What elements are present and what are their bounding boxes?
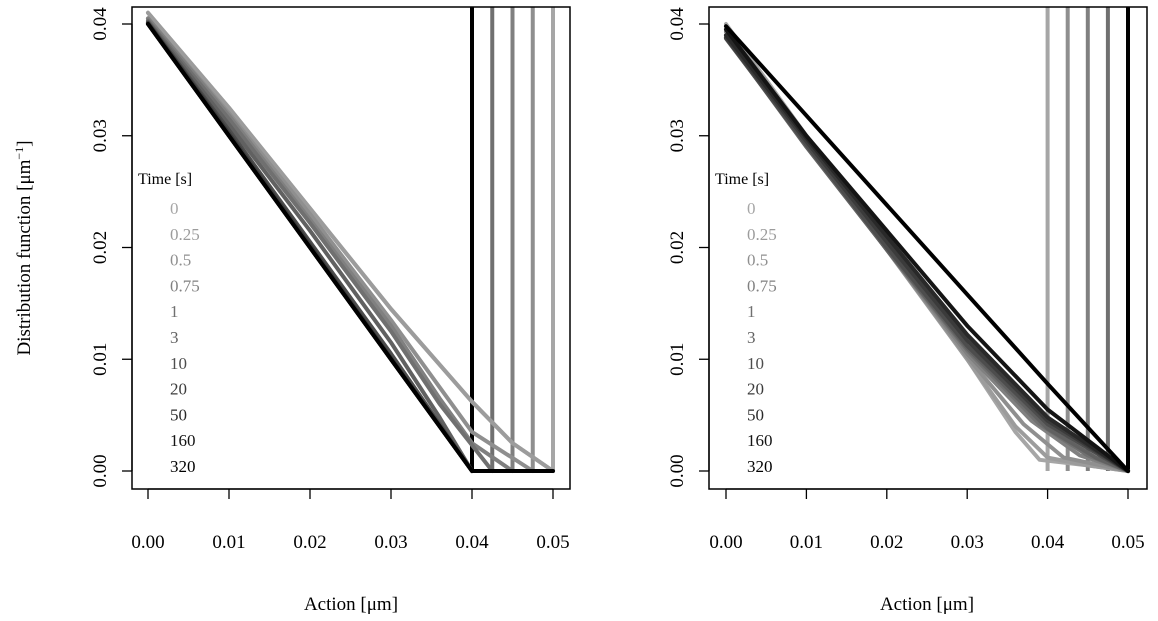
left-x-tick-label-3: 0.03 <box>374 532 407 553</box>
right-y-tick-label-2: 0.02 <box>667 231 688 264</box>
left-legend-entry-9: 160 <box>170 431 196 450</box>
left-series-line-1 <box>146 10 555 473</box>
left-legend-entry-5: 3 <box>170 328 179 347</box>
left-y-tick-label-3: 0.03 <box>90 119 111 152</box>
left-y-axis: 0.00 0.01 0.02 0.03 0.04 <box>90 7 133 488</box>
left-legend: Time [s] 0 0.25 0.5 0.75 1 3 10 20 50 160 320 <box>138 171 200 476</box>
right-legend-entry-5: 3 <box>747 328 756 347</box>
left-x-tick-label-1: 0.01 <box>212 532 245 553</box>
left-legend-entry-10: 320 <box>170 457 196 476</box>
right-x-axis: 0.00 0.01 0.02 0.03 0.04 0.05 <box>709 488 1145 553</box>
right-y-tick-label-3: 0.03 <box>667 119 688 152</box>
left-x-axis: 0.00 0.01 0.02 0.03 0.04 0.05 <box>131 488 570 553</box>
left-series-line-10 <box>146 22 555 473</box>
left-legend-entry-2: 0.5 <box>170 251 191 270</box>
right-series-line-9 <box>724 27 1130 473</box>
right-chart-panel: 0.00 0.01 0.02 0.03 0.04 0.05 0.000.010.020.0… <box>667 6 1148 615</box>
left-legend-entry-7: 20 <box>170 380 187 399</box>
left-boundary-lines <box>470 7 555 471</box>
left-legend-entry-3: 0.75 <box>170 276 200 295</box>
right-x-tick-label-3: 0.03 <box>951 532 984 553</box>
left-legend-entry-8: 50 <box>170 405 187 424</box>
right-series-lines <box>724 22 1130 473</box>
right-x-tick-label-2: 0.02 <box>870 532 903 553</box>
left-y-tick-label-1: 0.01 <box>90 343 111 376</box>
right-boundary-lines <box>1045 7 1130 471</box>
right-x-tick-label-4: 0.04 <box>1031 532 1065 553</box>
left-y-tick-label-4: 0.04 <box>90 7 111 41</box>
left-x-axis-label: Action [μm] <box>304 594 398 615</box>
left-legend-title: Time [s] <box>138 171 192 188</box>
right-legend-entry-1: 0.25 <box>747 225 777 244</box>
right-series-line-10 <box>724 24 1130 473</box>
right-y-axis: 0.00 0.01 0.02 0.03 0.04 <box>667 7 710 488</box>
left-legend-entry-1: 0.25 <box>170 225 200 244</box>
y-axis-label: Distribution function [μm−1] <box>12 140 35 355</box>
right-legend-title: Time [s] <box>715 171 769 188</box>
right-legend-entry-2: 0.5 <box>747 251 768 270</box>
left-x-tick-label-5: 0.05 <box>536 532 569 553</box>
right-legend-entry-3: 0.75 <box>747 276 777 295</box>
left-chart-panel: 0.00 0.01 0.02 0.03 0.04 0.05 0.000.010.020.0… <box>90 6 571 615</box>
left-y-tick-label-2: 0.02 <box>90 231 111 264</box>
left-x-tick-label-0: 0.00 <box>131 532 164 553</box>
left-series-line-5 <box>146 19 474 473</box>
right-x-tick-label-0: 0.00 <box>709 532 742 553</box>
right-legend-entry-8: 50 <box>747 405 764 424</box>
right-legend: Time [s] 0 0.25 0.5 0.75 1 3 10 20 50 160 320 <box>715 171 777 476</box>
right-legend-entry-10: 320 <box>747 457 773 476</box>
right-legend-entry-4: 1 <box>747 302 756 321</box>
left-legend-entry-0: 0 <box>170 199 179 218</box>
right-x-axis-label: Action [μm] <box>880 594 974 615</box>
left-series-lines <box>146 10 555 473</box>
left-series-line-4 <box>146 18 495 473</box>
right-y-tick-label-1: 0.01 <box>667 343 688 376</box>
left-legend-entry-6: 10 <box>170 354 187 373</box>
right-x-tick-label-5: 0.05 <box>1111 532 1144 553</box>
right-legend-entry-0: 0 <box>747 199 756 218</box>
left-legend-entry-4: 1 <box>170 302 179 321</box>
right-y-tick-label-4: 0.04 <box>667 7 688 41</box>
right-legend-entry-9: 160 <box>747 431 773 450</box>
left-x-tick-label-2: 0.02 <box>293 532 326 553</box>
left-x-tick-label-4: 0.04 <box>455 532 489 553</box>
left-y-tick-label-0: 0.00 <box>90 454 111 487</box>
right-y-tick-label-0: 0.00 <box>667 454 688 487</box>
right-x-tick-label-1: 0.01 <box>790 532 823 553</box>
right-legend-entry-6: 10 <box>747 354 764 373</box>
right-legend-entry-7: 20 <box>747 380 764 399</box>
